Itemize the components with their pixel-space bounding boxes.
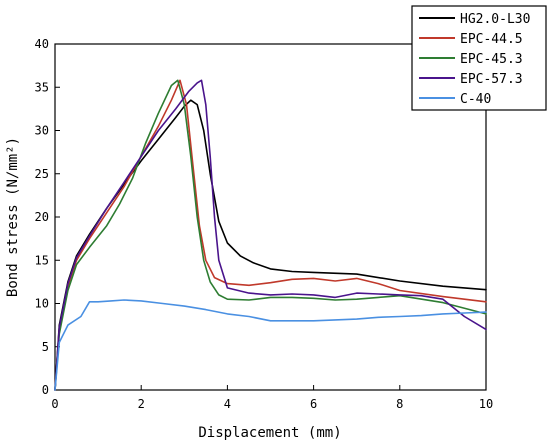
legend-items: HG2.0-L30 EPC-44.5 EPC-45.3 EPC-57.3 C-40 bbox=[419, 12, 530, 107]
legend-label: EPC-45.3 bbox=[460, 52, 523, 67]
x-axis-title: Displacement (mm) bbox=[198, 425, 341, 441]
y-axis-title: Bond stress (N/mm²) bbox=[5, 137, 21, 297]
y-tick-label: 10 bbox=[35, 297, 49, 311]
series-line-epc-44-5 bbox=[54, 79, 487, 391]
y-tick-label: 35 bbox=[35, 80, 49, 94]
x-tick-label: 2 bbox=[138, 397, 145, 411]
legend-label: HG2.0-L30 bbox=[460, 12, 530, 27]
legend: HG2.0-L30 EPC-44.5 EPC-45.3 EPC-57.3 C-40 bbox=[411, 5, 547, 111]
legend-label: C-40 bbox=[460, 92, 491, 107]
series-line-epc-45-3 bbox=[54, 79, 487, 391]
series-line-c-40 bbox=[54, 299, 487, 391]
y-tick-label: 30 bbox=[35, 124, 49, 138]
legend-label: EPC-57.3 bbox=[460, 72, 523, 87]
series-line-hg2-0-l30 bbox=[54, 99, 487, 391]
x-tick-label: 6 bbox=[310, 397, 317, 411]
y-tick-label: 0 bbox=[42, 383, 49, 397]
legend-label: EPC-44.5 bbox=[460, 32, 523, 47]
x-tick-label: 0 bbox=[51, 397, 58, 411]
y-tick-label: 5 bbox=[42, 340, 49, 354]
y-tick-label: 25 bbox=[35, 167, 49, 181]
y-tick-label: 20 bbox=[35, 210, 49, 224]
y-tick-label: 40 bbox=[35, 37, 49, 51]
x-tick-label: 4 bbox=[224, 397, 231, 411]
series-lines bbox=[54, 79, 487, 391]
series-line-epc-57-3 bbox=[54, 79, 487, 391]
y-tick-label: 15 bbox=[35, 253, 49, 267]
x-tick-label: 10 bbox=[479, 397, 493, 411]
x-tick-label: 8 bbox=[396, 397, 403, 411]
